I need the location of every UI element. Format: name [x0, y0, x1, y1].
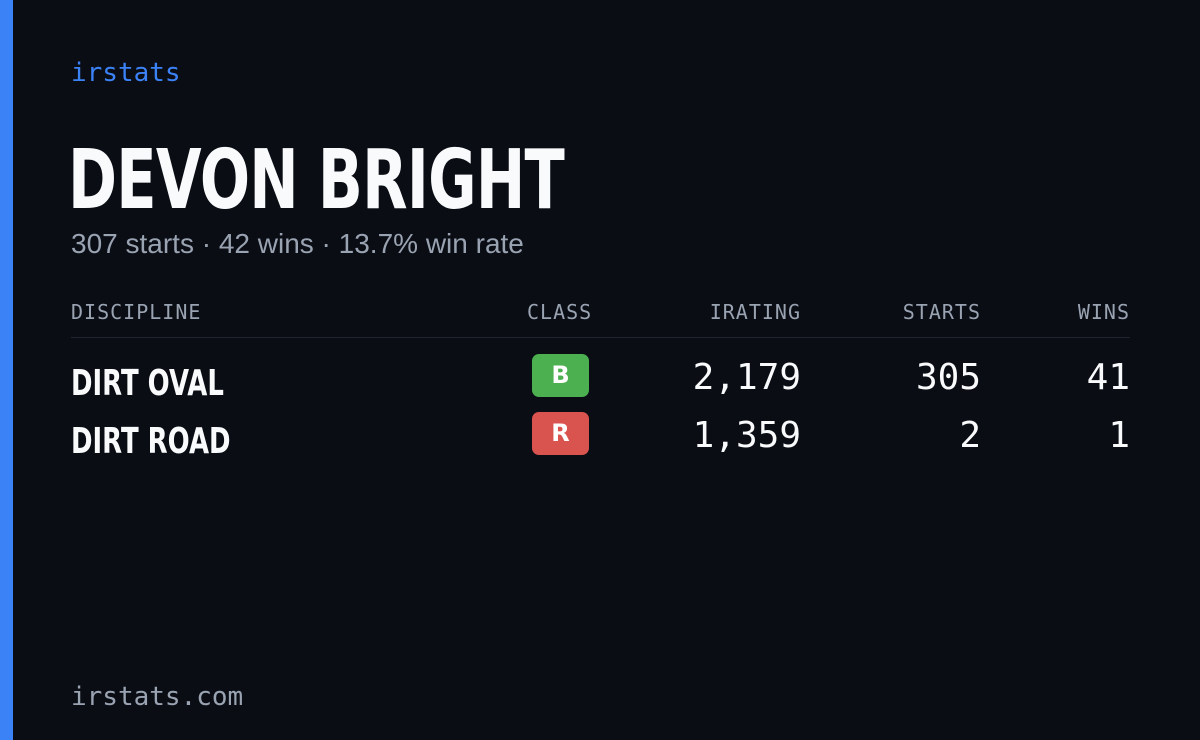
- header-wins: WINS: [1077, 300, 1130, 324]
- brand-logo-text: irstats: [71, 58, 181, 88]
- table-row: DIRT OVAL B 2,179 305 41: [71, 354, 1130, 404]
- irating-value: 2,179: [692, 357, 801, 398]
- discipline-name: DIRT OVAL: [71, 363, 224, 404]
- player-name: DEVON BRIGHT: [68, 133, 565, 228]
- class-badge: R: [532, 412, 589, 455]
- table-row: DIRT ROAD R 1,359 2 1: [71, 412, 1130, 462]
- irating-value: 1,359: [692, 415, 801, 456]
- starts-value: 305: [915, 357, 981, 398]
- header-irating: IRATING: [709, 300, 801, 324]
- header-class: CLASS: [527, 300, 593, 324]
- starts-value: 2: [959, 415, 981, 456]
- header-starts: STARTS: [902, 300, 981, 324]
- footer-domain: irstats.com: [71, 682, 244, 712]
- class-badge: B: [532, 354, 589, 397]
- wins-value: 1: [1108, 415, 1130, 456]
- accent-bar: [0, 0, 13, 740]
- wins-value: 41: [1086, 357, 1130, 398]
- header-discipline: DISCIPLINE: [71, 300, 202, 324]
- stats-table-header: DISCIPLINE CLASS IRATING STARTS WINS: [71, 300, 1130, 338]
- discipline-name: DIRT ROAD: [71, 421, 231, 462]
- player-summary: 307 starts · 42 wins · 13.7% win rate: [71, 228, 524, 259]
